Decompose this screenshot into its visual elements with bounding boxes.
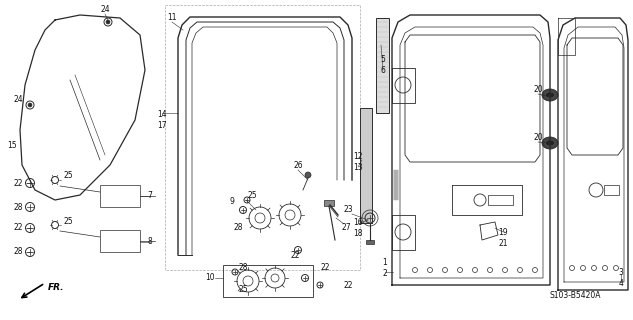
Bar (165, 5, 360, 270)
Circle shape (28, 103, 32, 107)
Text: 19
21: 19 21 (498, 228, 508, 248)
Text: 25: 25 (63, 218, 73, 227)
Text: 25: 25 (248, 191, 257, 201)
Bar (100, 185, 140, 207)
Text: 22: 22 (13, 179, 23, 188)
Text: 9: 9 (230, 196, 234, 205)
Bar (366, 240, 374, 244)
Text: 16
18: 16 18 (353, 218, 363, 238)
Text: 14
17: 14 17 (157, 110, 167, 130)
Bar (360, 108, 372, 223)
Text: 3
4: 3 4 (618, 268, 624, 288)
Circle shape (106, 20, 110, 24)
Text: 25: 25 (238, 285, 248, 294)
Text: 22: 22 (343, 281, 353, 290)
Text: 28: 28 (13, 204, 23, 212)
Text: 22: 22 (291, 251, 300, 260)
Bar (488, 195, 513, 205)
Bar (376, 18, 389, 113)
Text: 23: 23 (343, 205, 353, 214)
Ellipse shape (542, 89, 558, 101)
Text: 5
6: 5 6 (380, 55, 385, 75)
Text: S103-B5420A: S103-B5420A (549, 291, 601, 300)
Text: 27: 27 (341, 223, 351, 233)
Text: 10: 10 (205, 274, 215, 283)
Text: 28: 28 (233, 223, 242, 233)
Text: 25: 25 (63, 172, 73, 180)
Text: 1
2: 1 2 (382, 258, 387, 278)
Text: FR.: FR. (48, 284, 65, 292)
Bar (223, 265, 313, 297)
Text: 22: 22 (13, 223, 23, 233)
Text: 15: 15 (7, 140, 17, 149)
Text: 11: 11 (167, 13, 177, 22)
Text: 7: 7 (147, 191, 153, 201)
Bar (100, 230, 140, 252)
Text: 24: 24 (13, 95, 23, 105)
Text: 28: 28 (238, 263, 248, 273)
Text: 24: 24 (100, 5, 110, 14)
Text: 28: 28 (13, 247, 23, 257)
Circle shape (305, 172, 311, 178)
Bar (324, 200, 334, 206)
Text: 20: 20 (533, 85, 543, 94)
Text: 26: 26 (293, 161, 303, 170)
Ellipse shape (546, 140, 555, 146)
Bar (604, 185, 619, 195)
Text: 22: 22 (320, 263, 330, 273)
Ellipse shape (542, 137, 558, 149)
Ellipse shape (546, 92, 555, 98)
Text: 8: 8 (147, 237, 153, 246)
Text: 12
13: 12 13 (353, 152, 363, 172)
Bar (360, 108, 372, 223)
Text: 20: 20 (533, 133, 543, 142)
